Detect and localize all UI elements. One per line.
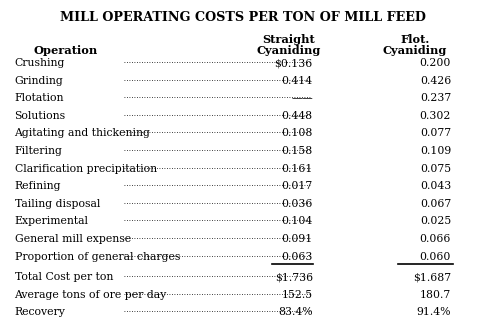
- Text: Average tons of ore per day: Average tons of ore per day: [15, 290, 166, 300]
- Text: Flotation: Flotation: [15, 93, 64, 103]
- Text: 0.025: 0.025: [419, 216, 450, 227]
- Text: Straight: Straight: [262, 34, 314, 45]
- Text: Refining: Refining: [15, 181, 61, 191]
- Text: 91.4%: 91.4%: [416, 307, 450, 317]
- Text: Crushing: Crushing: [15, 58, 65, 68]
- Text: 0.067: 0.067: [419, 199, 450, 209]
- Text: 180.7: 180.7: [419, 290, 450, 300]
- Text: 83.4%: 83.4%: [278, 307, 312, 317]
- Text: 0.077: 0.077: [419, 128, 450, 139]
- Text: 0.414: 0.414: [281, 76, 312, 86]
- Text: 0.036: 0.036: [281, 199, 312, 209]
- Text: $0.136: $0.136: [274, 58, 312, 68]
- Text: 0.043: 0.043: [419, 181, 450, 191]
- Text: 0.302: 0.302: [419, 111, 450, 121]
- Text: 0.158: 0.158: [281, 146, 312, 156]
- Text: Total Cost per ton: Total Cost per ton: [15, 272, 113, 282]
- Text: 0.448: 0.448: [281, 111, 312, 121]
- Text: Experimental: Experimental: [15, 216, 89, 227]
- Text: 0.200: 0.200: [419, 58, 450, 68]
- Text: Cyaniding: Cyaniding: [382, 45, 446, 56]
- Text: Cyaniding: Cyaniding: [256, 45, 320, 56]
- Text: ——: ——: [290, 93, 312, 103]
- Text: MILL OPERATING COSTS PER TON OF MILL FEED: MILL OPERATING COSTS PER TON OF MILL FEE…: [60, 11, 424, 24]
- Text: 0.063: 0.063: [281, 252, 312, 262]
- Text: 0.108: 0.108: [281, 128, 312, 139]
- Text: Proportion of general charges: Proportion of general charges: [15, 252, 180, 262]
- Text: $1.687: $1.687: [412, 272, 450, 282]
- Text: 152.5: 152.5: [281, 290, 312, 300]
- Text: Operation: Operation: [34, 45, 98, 56]
- Text: Grinding: Grinding: [15, 76, 63, 86]
- Text: 0.060: 0.060: [419, 252, 450, 262]
- Text: 0.104: 0.104: [281, 216, 312, 227]
- Text: Clarification precipitation: Clarification precipitation: [15, 164, 156, 174]
- Text: Solutions: Solutions: [15, 111, 65, 121]
- Text: 0.091: 0.091: [281, 234, 312, 244]
- Text: 0.066: 0.066: [419, 234, 450, 244]
- Text: 0.161: 0.161: [281, 164, 312, 174]
- Text: 0.237: 0.237: [419, 93, 450, 103]
- Text: 0.426: 0.426: [419, 76, 450, 86]
- Text: Recovery: Recovery: [15, 307, 65, 317]
- Text: Agitating and thickening: Agitating and thickening: [15, 128, 150, 139]
- Text: Filtering: Filtering: [15, 146, 62, 156]
- Text: 0.075: 0.075: [419, 164, 450, 174]
- Text: Flot.: Flot.: [399, 34, 428, 45]
- Text: 0.109: 0.109: [419, 146, 450, 156]
- Text: Tailing disposal: Tailing disposal: [15, 199, 100, 209]
- Text: $1.736: $1.736: [274, 272, 312, 282]
- Text: 0.017: 0.017: [281, 181, 312, 191]
- Text: General mill expense: General mill expense: [15, 234, 130, 244]
